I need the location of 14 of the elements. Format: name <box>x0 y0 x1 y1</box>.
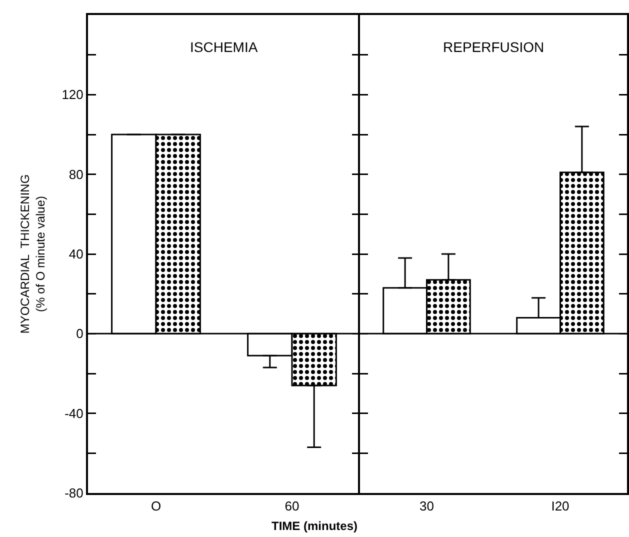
y-tick-label: 40 <box>68 246 84 262</box>
x-tick-label: O <box>150 498 162 514</box>
x-tick-label: 30 <box>420 498 434 514</box>
x-axis-title: TIME (minutes) <box>270 519 358 533</box>
y-tick-label: 80 <box>68 166 84 182</box>
y-tick-label: -40 <box>64 406 84 421</box>
x-tick-label: I20 <box>551 498 570 514</box>
y-tick-label: 120 <box>62 87 84 102</box>
annotation: REPERFUSION <box>443 39 544 55</box>
y-tick-label: 0 <box>76 326 84 342</box>
y-axis-title: MYOCARDIAL THICKENING (% of O minute value) <box>18 174 48 334</box>
annotation: ISCHEMIA <box>190 39 258 55</box>
y-tick-label: -80 <box>64 486 84 501</box>
x-tick-label: 60 <box>284 498 300 514</box>
